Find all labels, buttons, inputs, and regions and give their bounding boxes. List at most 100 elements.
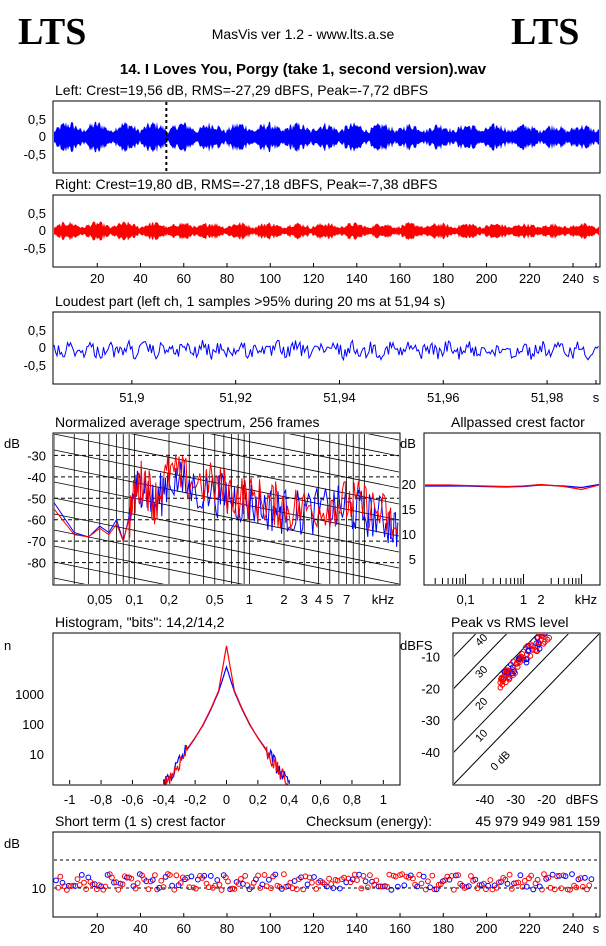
short-term-crest-point: [541, 871, 547, 877]
loudest-tick-label: s: [593, 390, 600, 405]
short-term-crest-point: [326, 875, 333, 882]
spectrum-ytick: -80: [27, 556, 46, 571]
spectrum-ytick: -50: [27, 491, 46, 506]
short-term-crest-axis-ticks: 20 40 60 80 100 120 140 160 180 200 220 240 s: [90, 913, 600, 936]
short-term-crest-point: [453, 872, 459, 879]
spectrum-xtick: 0,2: [160, 592, 178, 607]
short-term-crest-point: [410, 875, 416, 882]
crest-factor-ytick: 15: [402, 502, 416, 517]
short-term-crest-title: Short term (1 s) crest factor: [55, 813, 226, 829]
spectrum-xtick: 0,05: [87, 592, 112, 607]
short-term-crest-point: [192, 885, 199, 892]
short-term-crest-point: [367, 872, 373, 879]
spectrum-diagonal: [54, 481, 399, 553]
short-term-crest-point: [569, 871, 575, 877]
short-term-crest-point: [218, 887, 225, 893]
histogram-ytick: 10: [30, 747, 44, 762]
short-term-crest-point: [564, 886, 571, 893]
spectrum-diagonal: [54, 545, 244, 584]
short-term-crest-point: [145, 886, 152, 893]
peak-rms-xtick: dBFS: [566, 792, 599, 807]
short-term-crest-point: [57, 873, 64, 880]
spectrum-xtick: kHz: [372, 592, 394, 607]
spectrum-diagonal: [209, 434, 399, 473]
peak-rms-point: [510, 658, 516, 665]
short-term-crest-point: [433, 886, 440, 893]
right-waveform-signal: [54, 221, 599, 241]
time-tick-label: 180: [432, 271, 454, 286]
time-tick-label: 240: [562, 271, 584, 286]
peak-rms-point: [541, 634, 548, 636]
short-term-crest-point: [465, 883, 472, 890]
short-term-crest-point: [53, 877, 59, 884]
spectrum-ytick: -60: [27, 513, 46, 528]
short-term-crest-point: [554, 873, 560, 880]
short-term-crest-point: [588, 876, 595, 883]
left-waveform-signal: [54, 121, 599, 153]
short-term-crest-point: [425, 878, 431, 885]
crest-factor-xtick: 1: [520, 592, 527, 607]
short-term-crest-point: [354, 877, 360, 883]
logo-right: LTS: [511, 11, 579, 53]
peak-rms-xtick: -40: [475, 792, 494, 807]
short-term-crest-point: [102, 883, 109, 890]
time-tick-label: 20: [90, 921, 104, 936]
peak-rms-ytick: -40: [421, 745, 440, 760]
time-tick-label: 100: [259, 271, 281, 286]
loudest-part-title: Loudest part (left ch, 1 samples >95% du…: [55, 293, 445, 309]
left-waveform-frame: [52, 100, 601, 174]
time-tick-label: 200: [476, 271, 498, 286]
short-term-crest-point: [330, 885, 337, 891]
short-term-crest-point: [216, 881, 223, 888]
peak-rms-xtick: -30: [506, 792, 525, 807]
short-term-crest-point: [231, 886, 238, 892]
short-term-crest-point: [128, 875, 135, 882]
left-waveform-title: Left: Crest=19,56 dB, RMS=-27,29 dBFS, P…: [55, 82, 428, 98]
short-term-crest-point: [214, 877, 221, 883]
peak-rms-point: [525, 647, 532, 654]
time-tick-label: 200: [476, 921, 498, 936]
peak-rms-ytick: -10: [421, 649, 440, 664]
spectrum-diagonal: [288, 434, 399, 457]
short-term-crest-point: [201, 872, 208, 879]
time-tick-label: 120: [303, 921, 325, 936]
time-tick-label: 220: [519, 921, 541, 936]
crest-factor-ticks: 20 15 10 5 0,1 1 2 kHz: [402, 477, 598, 607]
short-term-crest-point: [293, 886, 300, 893]
histogram-series: [163, 645, 289, 785]
loudest-part-frame: [52, 311, 601, 385]
short-term-crest-point: [573, 884, 580, 891]
short-term-crest-point: [160, 884, 167, 890]
right-waveform-frame: [52, 194, 601, 268]
time-tick-label: 160: [389, 921, 411, 936]
short-term-crest-point: [551, 886, 558, 893]
short-term-crest-point: [235, 881, 242, 887]
short-term-crest-point: [313, 886, 320, 892]
short-term-crest-point: [55, 884, 61, 891]
short-term-crest-point: [149, 877, 156, 883]
short-term-crest-point: [472, 876, 479, 883]
histogram-xtick: -0,6: [121, 792, 143, 807]
spectrum-ytick: -30: [27, 448, 46, 463]
short-term-crest-point: [420, 873, 427, 880]
short-term-crest-point: [134, 880, 141, 886]
short-term-crest-point: [261, 872, 268, 878]
short-term-crest-point: [362, 878, 369, 885]
peak-rms-point: [522, 644, 529, 651]
peak-rms-point: [523, 659, 530, 666]
short-term-crest-panel: Short term (1 s) crest factor Checksum (…: [4, 813, 601, 936]
short-term-crest-point: [431, 886, 438, 893]
short-term-crest-point: [530, 886, 537, 893]
short-term-crest-point: [109, 874, 115, 881]
crest-factor-title: Allpassed crest factor: [451, 414, 585, 430]
logo-left: LTS: [18, 11, 86, 53]
short-term-crest-point: [521, 878, 528, 884]
spectrum-panel: Normalized average spectrum, 256 frames …: [4, 414, 401, 607]
time-tick-label: 240: [562, 921, 584, 936]
time-tick-label: 80: [220, 271, 234, 286]
short-term-crest-point: [74, 876, 81, 882]
peak-rms-point: [497, 679, 504, 686]
peak-rms-title: Peak vs RMS level: [451, 614, 568, 630]
